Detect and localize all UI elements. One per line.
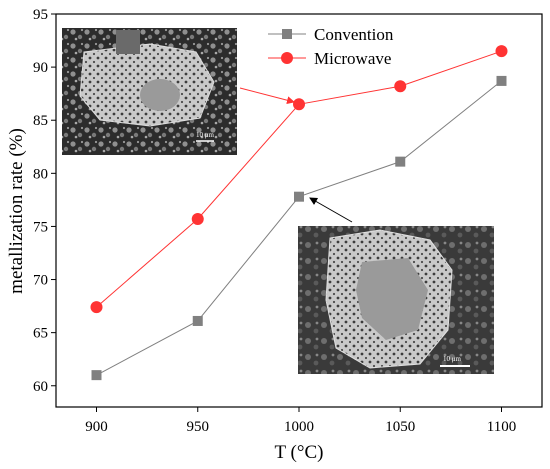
data-point-microwave — [394, 80, 407, 93]
arrow-convention — [309, 197, 353, 223]
data-point-microwave — [90, 301, 103, 314]
legend-marker-convention — [282, 29, 292, 39]
y-tick-label: 70 — [33, 273, 48, 289]
scale-label-microwave: 10 μm — [196, 131, 215, 139]
x-axis-label: T (°C) — [275, 442, 324, 463]
data-point-convention — [294, 191, 304, 202]
scale-label-convention: 10 μm — [443, 355, 462, 363]
y-tick-label: 80 — [33, 166, 48, 182]
legend: Convention Microwave — [268, 25, 394, 68]
data-point-convention — [91, 370, 102, 381]
data-point-microwave — [293, 98, 305, 111]
y-axis-label: metallization rate (%) — [6, 128, 27, 294]
y-tick-label: 85 — [33, 113, 48, 129]
data-point-microwave — [495, 45, 508, 58]
x-axis: 900 950 1000 1050 1100 — [85, 407, 516, 435]
sem-micrograph-microwave: 10 μm — [62, 28, 237, 155]
x-tick-label: 1100 — [487, 419, 516, 435]
y-tick-label: 90 — [33, 60, 48, 76]
x-tick-label: 1000 — [284, 419, 314, 435]
arrow-microwave — [239, 87, 295, 105]
legend-marker-microwave — [281, 52, 293, 64]
data-point-convention — [496, 75, 507, 86]
y-axis: 60 65 70 75 80 85 90 95 — [33, 7, 56, 395]
sem-micrograph-convention: 10 μm — [298, 226, 494, 374]
data-point-convention — [192, 315, 203, 326]
legend-label-microwave: Microwave — [314, 49, 391, 68]
series-layer — [90, 45, 508, 381]
x-tick-label: 1050 — [385, 419, 415, 435]
y-tick-label: 60 — [33, 379, 48, 395]
data-point-microwave — [191, 212, 204, 225]
y-tick-label: 75 — [33, 219, 48, 235]
y-tick-label: 65 — [33, 326, 48, 342]
data-point-convention — [395, 156, 406, 167]
x-tick-label: 950 — [187, 419, 210, 435]
legend-label-convention: Convention — [314, 25, 394, 44]
y-tick-label: 95 — [33, 7, 48, 23]
x-tick-label: 900 — [85, 419, 108, 435]
